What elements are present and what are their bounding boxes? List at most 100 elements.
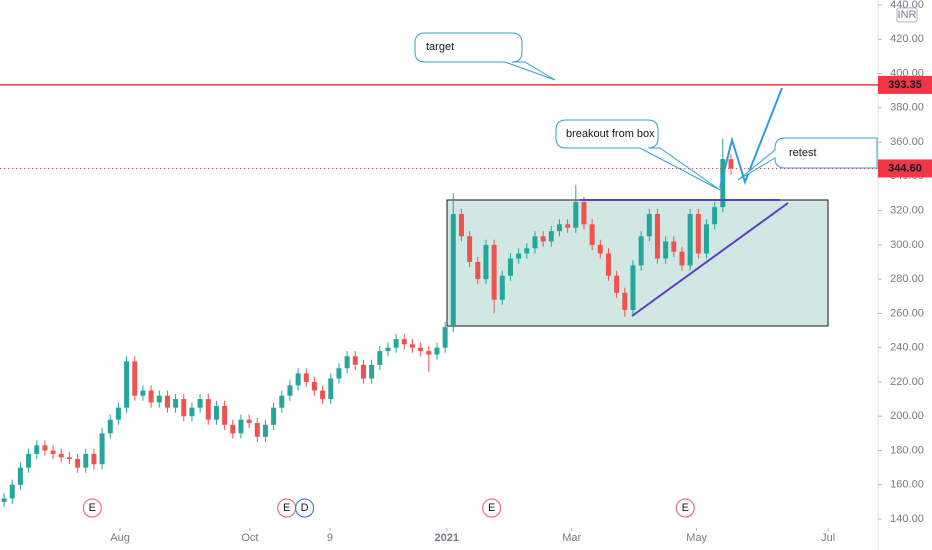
candle-body — [181, 399, 187, 417]
candle-body — [548, 231, 554, 242]
candle-body — [164, 395, 170, 408]
event-label: E — [89, 502, 96, 514]
candle-body — [311, 381, 317, 391]
candle-body — [483, 244, 489, 280]
candle-body — [320, 390, 326, 400]
candle-body — [695, 214, 701, 254]
candle-body — [532, 236, 538, 249]
candle-body — [589, 224, 595, 245]
y-tick-label: 280.00 — [890, 273, 924, 285]
candle-body — [687, 214, 693, 266]
y-tick-label: 360.00 — [890, 136, 924, 148]
target-callout — [414, 32, 556, 81]
candle-body — [663, 241, 669, 259]
candle-body — [499, 275, 505, 300]
candle-body — [556, 224, 562, 232]
candle-body — [254, 423, 260, 437]
candle-body — [377, 351, 383, 365]
y-tick-label: 240.00 — [890, 342, 924, 354]
candle-body — [222, 405, 228, 425]
candle-body — [622, 292, 628, 310]
event-marker — [295, 498, 315, 518]
candle-body — [475, 262, 481, 280]
candle-body — [58, 453, 64, 458]
candle-body — [336, 368, 342, 379]
candle-body — [262, 424, 268, 437]
candle-body — [638, 236, 644, 266]
candle-body — [712, 207, 718, 225]
candle-body — [516, 253, 522, 259]
candle-body — [279, 395, 285, 408]
candle-body — [99, 433, 105, 465]
candle-body — [344, 356, 350, 369]
candle-body — [703, 224, 709, 254]
candle-body — [605, 253, 611, 276]
x-tick-label: Jul — [821, 532, 835, 544]
y-tick-label: 260.00 — [890, 307, 924, 319]
candle-body — [42, 445, 48, 451]
price-label-box — [878, 159, 932, 178]
candle-body — [9, 484, 15, 499]
candle-body — [442, 327, 448, 348]
candle-body — [34, 445, 40, 454]
x-tick-label: Oct — [241, 532, 258, 544]
y-tick-label: 380.00 — [890, 102, 924, 114]
y-tick-label: 440.00 — [890, 0, 924, 11]
candle-body — [614, 275, 620, 293]
y-tick-label: 160.00 — [890, 479, 924, 491]
candle-body — [75, 459, 81, 468]
event-label: E — [488, 502, 495, 514]
currency-badge — [896, 7, 918, 23]
candle-body — [573, 202, 579, 228]
candle-body — [458, 214, 464, 237]
candle-body — [654, 214, 660, 259]
candle-body — [205, 399, 211, 420]
candle-body — [1, 498, 7, 502]
y-tick-label: 300.00 — [890, 239, 924, 251]
candle-body — [646, 214, 652, 237]
candle-body — [491, 244, 497, 300]
candle-body — [671, 241, 677, 252]
candle-body — [230, 424, 236, 434]
candle-body — [418, 347, 424, 352]
currency-label: INR — [898, 9, 917, 21]
candle-body — [303, 373, 309, 382]
candle-body — [189, 407, 195, 417]
candle-body — [156, 395, 162, 403]
annotation-text: retest — [789, 147, 817, 159]
x-tick-label: 9 — [327, 532, 333, 544]
candle-body — [246, 419, 252, 424]
x-tick-label: Mar — [562, 532, 581, 544]
candle-body — [238, 419, 244, 434]
candle-body — [434, 347, 440, 355]
candle-body — [540, 236, 546, 242]
event-label: E — [682, 502, 689, 514]
y-tick-label: 140.00 — [890, 513, 924, 525]
candle-body — [581, 202, 587, 225]
candle-body — [17, 467, 23, 485]
candle-body — [369, 364, 375, 379]
candle-body — [450, 214, 456, 328]
candle-body — [565, 224, 571, 228]
x-tick-label: 2021 — [435, 532, 459, 544]
candle-body — [197, 399, 203, 408]
price-label: 344.60 — [888, 162, 922, 174]
candle-body — [401, 339, 407, 345]
candle-body — [393, 339, 399, 348]
y-tick-label: 420.00 — [890, 33, 924, 45]
event-marker — [482, 498, 502, 518]
candle-body — [328, 378, 334, 400]
projection-path — [719, 87, 783, 189]
candle-body — [295, 373, 301, 386]
candle-body — [148, 390, 154, 403]
candle-body — [360, 364, 366, 379]
y-tick-label: 200.00 — [890, 410, 924, 422]
candle-body — [426, 351, 432, 355]
candle-body — [115, 407, 121, 420]
event-marker — [675, 498, 695, 518]
breakout-callout — [555, 119, 721, 191]
candle-body — [409, 344, 415, 348]
candle-body — [91, 453, 97, 465]
y-tick-label: 320.00 — [890, 205, 924, 217]
